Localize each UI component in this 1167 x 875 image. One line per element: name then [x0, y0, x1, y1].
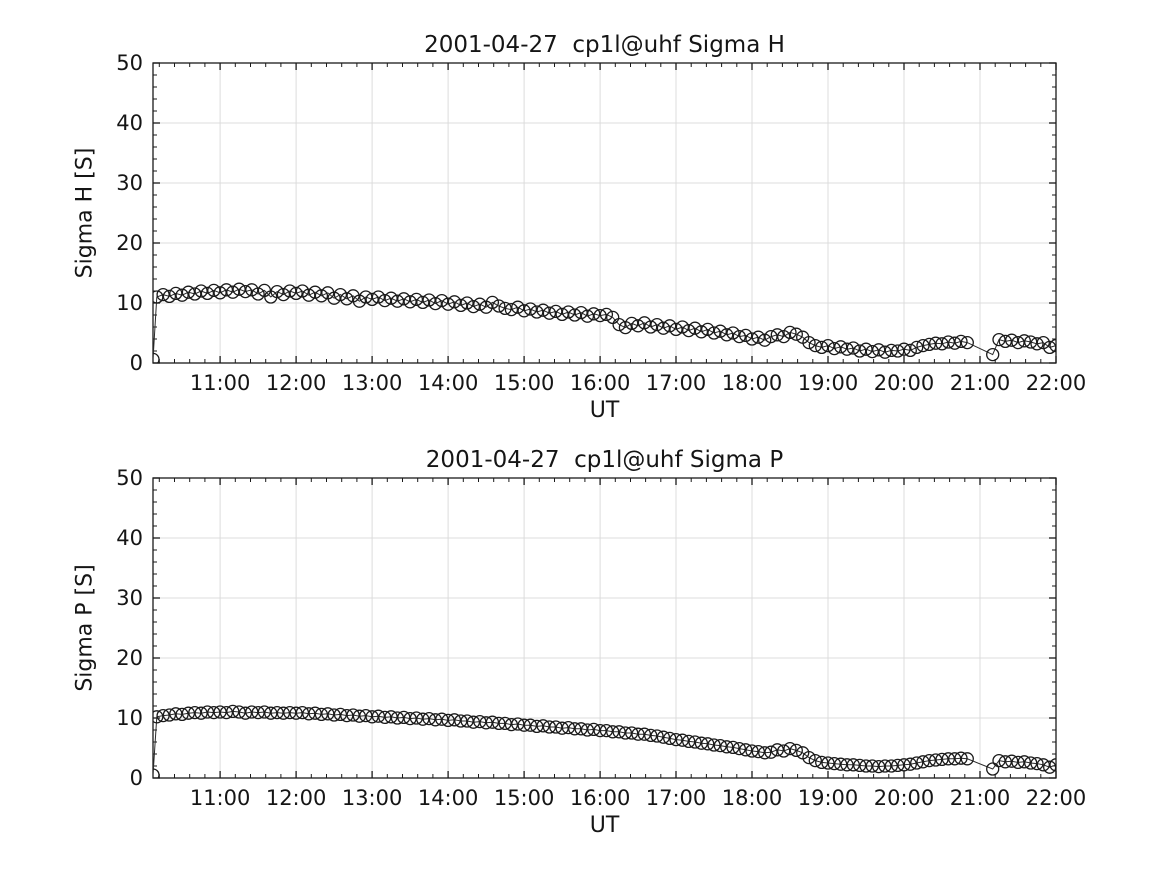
sigma-h-plot: 11:00 12:00 13:00 14:00 15:00 16:00 17:00 18:00…: [116, 51, 1086, 395]
x-tick-label: 18:00: [722, 371, 783, 395]
x-tick-label: 17:00: [646, 371, 707, 395]
x-tick-label: 16:00: [570, 786, 631, 810]
y-tick-label: 50: [116, 51, 143, 75]
x-tick-label: 14:00: [418, 371, 479, 395]
y-tick-label: 30: [116, 171, 143, 195]
axes-frame: [152, 62, 1057, 364]
y-tick-label: 0: [130, 351, 143, 375]
x-tick-label: 13:00: [342, 786, 403, 810]
y-tick-label: 50: [116, 466, 143, 490]
x-tick-label: 14:00: [418, 786, 479, 810]
x-tick-label: 21:00: [950, 371, 1011, 395]
tick-labels: 11:00 12:00 13:00 14:00 15:00 16:00 17:00 18:00…: [116, 466, 1086, 810]
y-tick-label: 10: [116, 706, 143, 730]
x-tick-label: 15:00: [494, 371, 555, 395]
major-ticks: [153, 477, 1057, 779]
x-tick-label: 19:00: [798, 371, 859, 395]
x-tick-label: 12:00: [266, 786, 327, 810]
x-tick-label: 11:00: [190, 786, 251, 810]
tick-labels: 11:00 12:00 13:00 14:00 15:00 16:00 17:00 18:00…: [116, 51, 1086, 395]
y-tick-label: 20: [116, 231, 143, 255]
x-tick-label: 20:00: [874, 786, 935, 810]
data-line: [153, 710, 1056, 776]
sigma-p-x-axis-label: UT: [589, 813, 620, 838]
x-tick-label: 17:00: [646, 786, 707, 810]
x-tick-label: 22:00: [1026, 371, 1087, 395]
x-tick-label: 19:00: [798, 786, 859, 810]
y-tick-label: 20: [116, 646, 143, 670]
data-markers: [153, 282, 1056, 363]
y-tick-label: 0: [130, 766, 143, 790]
x-tick-label: 15:00: [494, 786, 555, 810]
x-tick-label: 16:00: [570, 371, 631, 395]
minor-ticks: [153, 63, 1056, 363]
y-tick-label: 40: [116, 526, 143, 550]
x-tick-label: 13:00: [342, 371, 403, 395]
y-tick-label: 10: [116, 291, 143, 315]
grid-lines: [153, 63, 1057, 363]
minor-ticks: [153, 478, 1056, 778]
sigma-h-y-axis-label: Sigma H [S]: [72, 147, 98, 279]
data-markers: [153, 704, 1056, 778]
x-tick-label: 20:00: [874, 371, 935, 395]
x-tick-label: 18:00: [722, 786, 783, 810]
grid-lines: [153, 478, 1057, 778]
sigma-h-plot-title: 2001-04-27 cp1l@uhf Sigma H: [424, 32, 785, 58]
sigma-h-x-axis-label: UT: [589, 398, 620, 423]
sigma-p-y-axis-label: Sigma P [S]: [72, 564, 98, 692]
axes-frame: [152, 477, 1057, 779]
x-tick-label: 11:00: [190, 371, 251, 395]
x-tick-label: 12:00: [266, 371, 327, 395]
x-tick-label: 22:00: [1026, 786, 1087, 810]
data-line: [153, 288, 1056, 360]
y-tick-label: 40: [116, 111, 143, 135]
major-ticks: [153, 62, 1057, 364]
y-tick-label: 30: [116, 586, 143, 610]
x-tick-label: 21:00: [950, 786, 1011, 810]
sigma-p-plot: 11:00 12:00 13:00 14:00 15:00 16:00 17:00 18:00…: [116, 466, 1086, 810]
sigma-p-plot-title: 2001-04-27 cp1l@uhf Sigma P: [425, 447, 784, 473]
